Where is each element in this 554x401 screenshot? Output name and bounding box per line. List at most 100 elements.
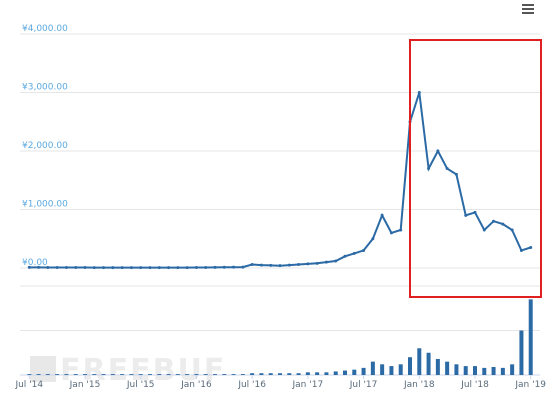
volume-bar <box>92 374 97 375</box>
volume-bar <box>463 366 468 375</box>
point <box>473 210 477 214</box>
point <box>129 266 133 270</box>
volume-bar <box>231 374 236 375</box>
volume-bar <box>435 358 440 375</box>
volume-bar <box>482 367 487 375</box>
point <box>74 266 78 270</box>
volume-bar <box>27 374 32 375</box>
volume-bar <box>175 374 180 375</box>
point <box>362 248 366 252</box>
volume-bar <box>491 366 496 375</box>
volume-bar <box>426 352 431 375</box>
x-tick-label: Jan '17 <box>292 380 324 390</box>
point <box>64 266 68 270</box>
x-tick-label: Jul '17 <box>349 380 378 390</box>
volume-bar <box>250 373 255 375</box>
volume-bar <box>324 372 329 375</box>
volume-bar <box>73 374 78 375</box>
volume-bar <box>240 374 245 375</box>
volume-bar <box>45 374 50 375</box>
menu-icon[interactable] <box>522 4 534 14</box>
point <box>427 167 431 171</box>
point <box>102 266 106 270</box>
volume-bar <box>528 299 533 375</box>
y-tick-label: ¥2,000.00 <box>22 141 68 151</box>
point <box>55 266 59 270</box>
point <box>454 172 458 176</box>
point <box>389 231 393 235</box>
volume-bar <box>519 330 524 375</box>
x-tick-label: Jan '19 <box>514 380 546 390</box>
volume-bar <box>305 372 310 375</box>
volume-bar <box>445 361 450 375</box>
point <box>315 261 319 265</box>
point <box>297 262 301 266</box>
x-tick-label: Jan '15 <box>69 380 101 390</box>
x-tick-label: Jul '14 <box>14 380 43 390</box>
highlight-box <box>409 39 542 298</box>
point <box>306 262 310 266</box>
volume-bar <box>120 374 125 375</box>
volume-bar <box>55 374 60 375</box>
x-tick-label: Jan '18 <box>403 380 435 390</box>
volume-bar <box>166 374 171 375</box>
point <box>157 266 161 270</box>
volume-bar <box>454 364 459 375</box>
point <box>464 213 468 217</box>
point <box>176 266 180 270</box>
point <box>259 263 263 267</box>
volume-bar <box>389 366 394 375</box>
volume-bar <box>110 374 115 375</box>
point <box>213 265 217 269</box>
point <box>492 219 496 223</box>
volume-bar <box>203 374 208 375</box>
volume-bar <box>343 370 347 375</box>
volume-bar <box>333 371 338 375</box>
volume-bar <box>36 374 41 375</box>
point <box>167 266 171 270</box>
watermark: FREEBUF <box>60 353 226 388</box>
point <box>334 259 338 263</box>
y-tick-label: ¥3,000.00 <box>22 83 68 93</box>
volume-bar <box>259 373 264 375</box>
point <box>519 248 523 252</box>
x-tick-label: Jul '16 <box>237 380 266 390</box>
volume-bar <box>278 373 282 375</box>
volume-bar <box>417 348 422 375</box>
point <box>120 266 124 270</box>
point <box>380 213 384 217</box>
point <box>510 228 514 232</box>
volume-bar <box>380 364 385 375</box>
point <box>241 265 245 269</box>
point <box>111 266 115 270</box>
point <box>529 246 533 250</box>
volume-bar <box>287 373 292 375</box>
volume-bar <box>138 374 143 375</box>
point <box>185 266 189 270</box>
volume-bar <box>352 369 357 375</box>
volume-bar <box>510 364 515 375</box>
point <box>46 265 50 269</box>
volume-bar <box>194 374 199 375</box>
y-tick-label: ¥0.00 <box>22 258 48 268</box>
volume-bar <box>185 374 190 375</box>
point <box>148 266 152 270</box>
point <box>278 264 282 268</box>
volume-bar <box>148 374 152 375</box>
point <box>399 228 403 232</box>
volume-bar <box>157 374 162 375</box>
volume-bar <box>361 367 366 375</box>
volume-bar <box>213 374 217 375</box>
point <box>27 265 31 269</box>
point <box>222 265 226 269</box>
volume-bar <box>129 374 134 375</box>
y-tick-label: ¥4,000.00 <box>22 24 68 34</box>
x-tick-label: Jan '16 <box>180 380 212 390</box>
volume-bar <box>370 361 375 375</box>
volume-bar <box>268 373 273 375</box>
point <box>501 222 505 226</box>
point <box>417 91 421 94</box>
volume-bar <box>222 374 227 375</box>
point <box>324 260 328 264</box>
